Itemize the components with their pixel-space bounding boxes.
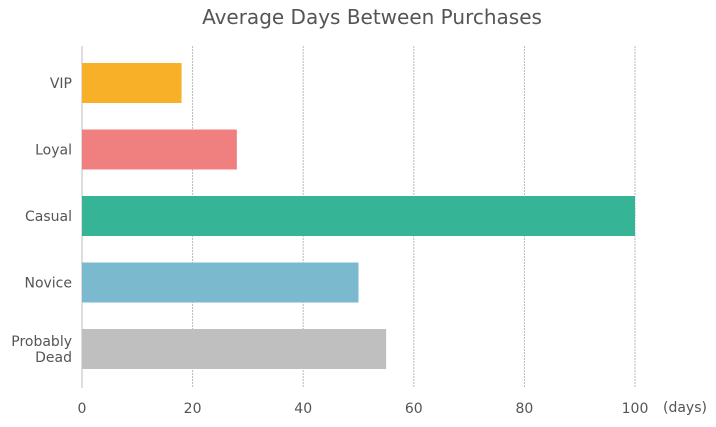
category-label: Probably: [11, 334, 72, 350]
x-tick-label: 60: [405, 401, 423, 417]
x-axis-unit-label: (days): [663, 400, 707, 416]
category-label: Dead: [35, 350, 72, 366]
x-tick-label: 80: [515, 401, 533, 417]
bar: [82, 196, 635, 236]
x-tick-label: 40: [294, 401, 312, 417]
bars: [82, 63, 635, 369]
x-tick-label: 0: [78, 401, 87, 417]
category-label: Casual: [25, 209, 72, 225]
bar: [82, 329, 387, 369]
bar: [82, 63, 182, 103]
x-tick-label: 20: [184, 401, 202, 417]
x-tick-label: 100: [622, 401, 649, 417]
chart-title: Average Days Between Purchases: [202, 5, 542, 29]
category-label: Novice: [24, 276, 72, 292]
category-label: Loyal: [35, 143, 72, 159]
category-label: VIP: [50, 76, 72, 92]
x-tick-labels: 0 20 40 60 80 100: [78, 401, 649, 417]
bar: [82, 262, 359, 303]
bar: [82, 129, 237, 170]
